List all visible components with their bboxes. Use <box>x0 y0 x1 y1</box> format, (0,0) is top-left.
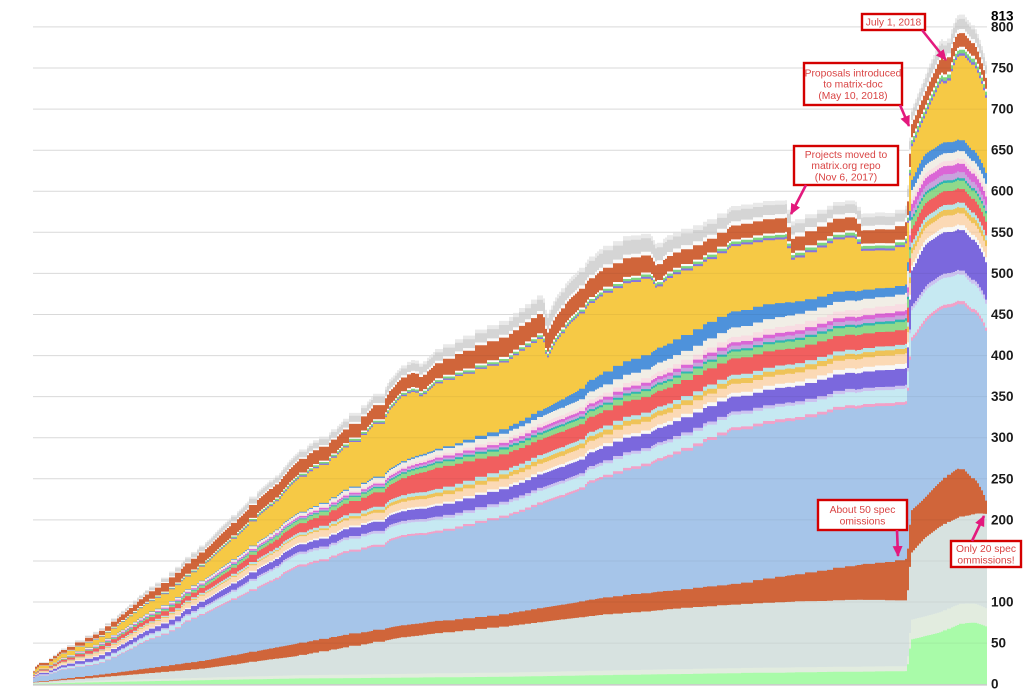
svg-text:About 50 spec: About 50 spec <box>830 505 896 516</box>
svg-text:200: 200 <box>991 512 1014 527</box>
svg-text:450: 450 <box>991 307 1014 322</box>
svg-text:ommissions!: ommissions! <box>957 555 1014 566</box>
svg-text:Only 20 spec: Only 20 spec <box>956 544 1016 555</box>
svg-text:Proposals introduced: Proposals introduced <box>805 68 902 79</box>
svg-text:July 1, 2018: July 1, 2018 <box>866 18 922 29</box>
svg-text:50: 50 <box>991 636 1006 651</box>
svg-text:350: 350 <box>991 389 1014 404</box>
svg-text:500: 500 <box>991 266 1014 281</box>
svg-text:813: 813 <box>991 9 1014 24</box>
svg-text:to matrix-doc: to matrix-doc <box>823 80 883 91</box>
svg-text:600: 600 <box>991 184 1014 199</box>
svg-text:(Nov 6, 2017): (Nov 6, 2017) <box>815 172 877 183</box>
svg-text:(May 10, 2018): (May 10, 2018) <box>818 91 887 102</box>
svg-text:250: 250 <box>991 471 1014 486</box>
svg-text:800: 800 <box>991 19 1014 34</box>
svg-text:matrix.org repo: matrix.org repo <box>811 161 881 172</box>
svg-text:550: 550 <box>991 225 1014 240</box>
svg-text:650: 650 <box>991 143 1014 158</box>
svg-text:Projects moved to: Projects moved to <box>805 150 888 161</box>
svg-text:750: 750 <box>991 61 1014 76</box>
svg-text:0: 0 <box>991 677 999 691</box>
svg-text:300: 300 <box>991 430 1014 445</box>
svg-text:100: 100 <box>991 595 1014 610</box>
svg-text:omissions: omissions <box>840 516 886 527</box>
svg-text:400: 400 <box>991 348 1014 363</box>
svg-text:700: 700 <box>991 102 1014 117</box>
